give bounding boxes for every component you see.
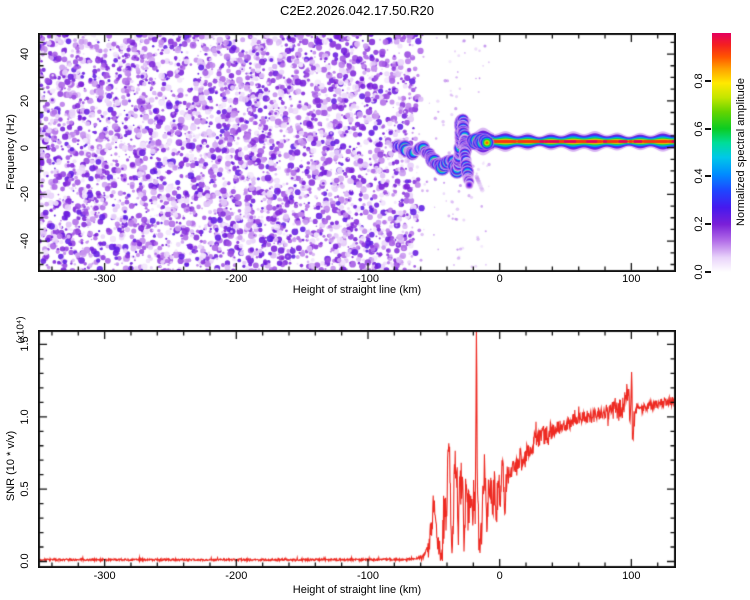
y-tick-label: 1.0 (19, 409, 31, 425)
colorbar-title: Normalized spectral amplitude (735, 78, 747, 226)
snr-panel (38, 330, 676, 568)
colorbar-tick (705, 271, 711, 273)
x-tick-label: 0 (496, 570, 503, 582)
colorbar-tick (705, 127, 711, 130)
colorbar-tick-label: 0.4 (693, 168, 705, 185)
y-tick-label: 0 (19, 144, 31, 151)
spectrogram-panel (38, 33, 676, 272)
y-tick-label: -40 (19, 233, 31, 250)
y-tick-label: 0.0 (19, 553, 31, 570)
colorbar (712, 33, 731, 272)
frequency-axis-label: Frequency (Hz) (5, 114, 17, 190)
colorbar-tick (705, 175, 711, 178)
plot-title: C2E2.2026.042.17.50.R20 (280, 3, 434, 18)
x-tick-label: -100 (356, 273, 379, 285)
snr-axis-label: SNR (10 * v/v) (5, 430, 17, 502)
y-tick-label: 20 (19, 94, 31, 107)
y-tick-label: 1.5 (19, 336, 31, 353)
x-tick-label: -300 (93, 570, 116, 582)
y-tick-label: 40 (19, 47, 31, 61)
height-axis-label-top: Height of straight line (km) (292, 284, 422, 296)
x-tick-label: 100 (622, 273, 641, 285)
colorbar-tick-label: 0.2 (693, 216, 705, 232)
x-tick-label: 0 (496, 273, 503, 285)
height-axis-label-bottom: Height of straight line (km) (292, 584, 422, 596)
colorbar-tick (705, 79, 711, 82)
y-tick-label: 0.5 (19, 481, 31, 497)
colorbar-tick-label: 0.6 (693, 120, 705, 137)
x-tick-label: -100 (356, 570, 379, 582)
x-tick-label: -300 (93, 273, 116, 285)
y-tick-label: -20 (19, 186, 31, 203)
x-tick-label: 100 (622, 570, 641, 582)
x-tick-label: -200 (225, 273, 248, 285)
colorbar-tick-label: 0.0 (693, 264, 705, 280)
snr-canvas (38, 330, 676, 568)
colorbar-tick (705, 223, 711, 226)
spectrogram-canvas (38, 33, 676, 272)
x-tick-label: -200 (225, 570, 248, 582)
colorbar-tick-label: 0.8 (693, 73, 705, 89)
